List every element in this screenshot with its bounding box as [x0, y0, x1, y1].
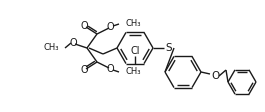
- Text: CH₃: CH₃: [43, 43, 59, 53]
- Text: CH₃: CH₃: [126, 19, 142, 28]
- Text: O: O: [80, 65, 88, 75]
- Text: Cl: Cl: [130, 46, 140, 56]
- Text: CH₃: CH₃: [126, 68, 142, 76]
- Text: O: O: [211, 71, 219, 81]
- Text: O: O: [106, 64, 114, 74]
- Text: O: O: [106, 22, 114, 32]
- Text: O: O: [69, 38, 77, 48]
- Text: S: S: [166, 43, 172, 53]
- Text: O: O: [80, 21, 88, 31]
